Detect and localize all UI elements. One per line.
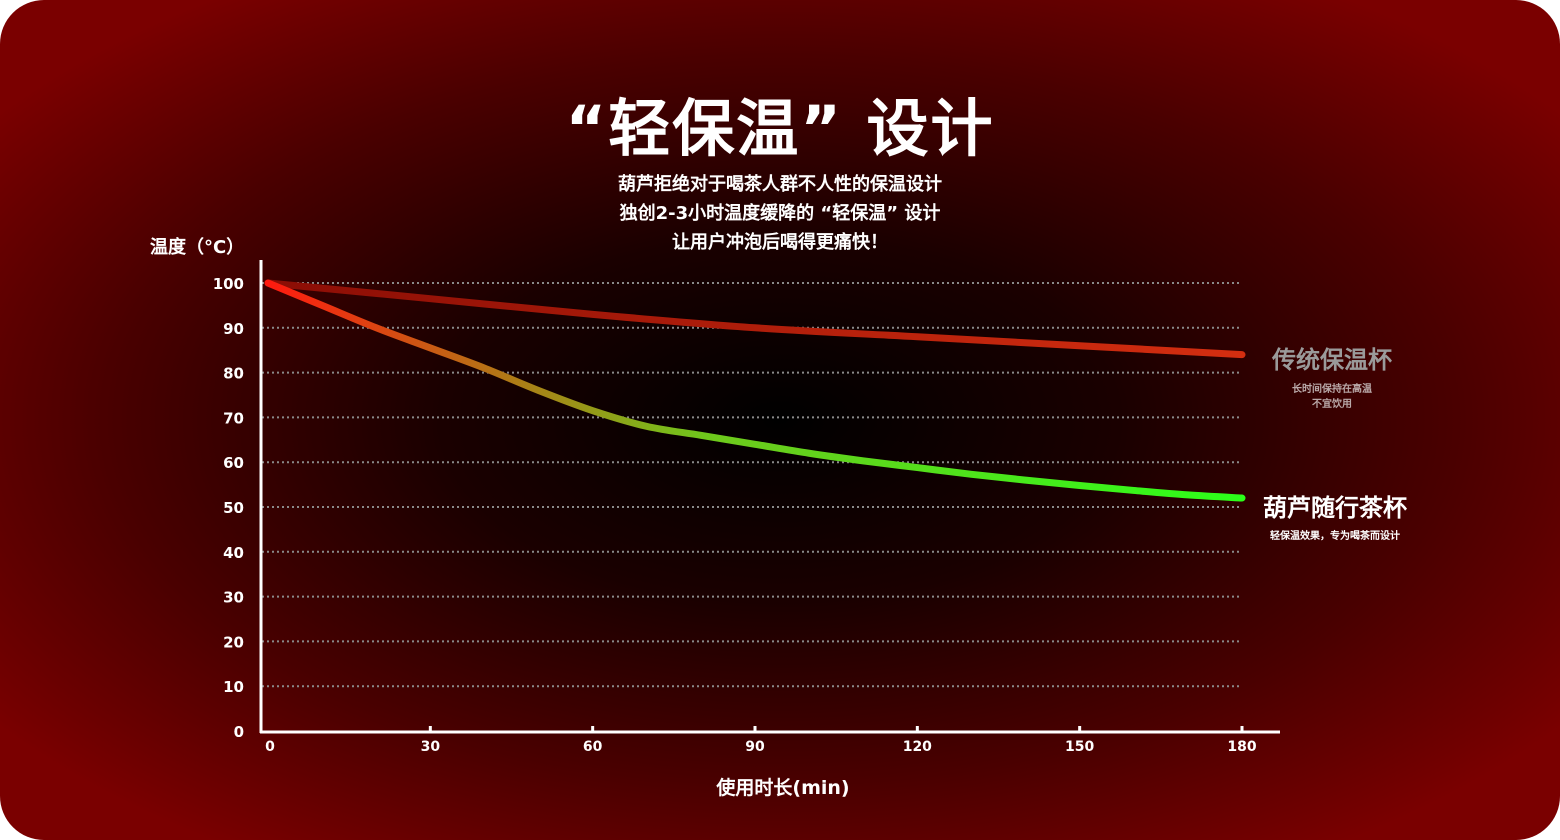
y-tick-label: 80 bbox=[223, 365, 244, 383]
x-tick-label: 180 bbox=[1227, 739, 1256, 755]
y-tick-label: 60 bbox=[223, 454, 244, 472]
y-tick-label: 40 bbox=[223, 544, 244, 562]
y-tick-label: 20 bbox=[223, 633, 244, 651]
y-tick-label: 100 bbox=[213, 275, 244, 293]
series-line-traditional bbox=[264, 279, 1246, 359]
y-tick-label: 70 bbox=[223, 409, 244, 427]
legend-gourd-desc-1: 轻保温效果，专为喝茶而设计 bbox=[1270, 531, 1400, 542]
subtitle-line-2: 独创2-3小时温度缓降的 “轻保温” 设计 bbox=[619, 203, 941, 224]
legend-gourd-name: 葫芦随行茶杯 bbox=[1263, 494, 1407, 522]
x-tick-label: 90 bbox=[745, 739, 765, 755]
legend-traditional-name: 传统保温杯 bbox=[1272, 346, 1392, 374]
y-tick-label: 50 bbox=[223, 499, 244, 517]
legend-traditional-desc-1: 长时间保持在高温 bbox=[1292, 384, 1372, 395]
x-axis-title: 使用时长(min) bbox=[715, 777, 849, 799]
subtitle-line-1: 葫芦拒绝对于喝茶人群不人性的保温设计 bbox=[618, 174, 942, 195]
x-tick-label: 0 bbox=[265, 739, 275, 755]
y-tick-label: 90 bbox=[223, 320, 244, 338]
x-tick-label: 60 bbox=[583, 739, 603, 755]
x-tick-label: 120 bbox=[903, 739, 932, 755]
x-tick-label: 30 bbox=[421, 739, 441, 755]
subtitle-line-3: 让用户冲泡后喝得更痛快！ bbox=[672, 232, 888, 253]
y-axis-title: 温度（°C） bbox=[150, 236, 244, 258]
series-line-gourd bbox=[264, 279, 1246, 502]
page-title: “轻保温” 设计 bbox=[565, 92, 995, 165]
y-tick-label: 0 bbox=[234, 723, 244, 741]
y-tick-label: 10 bbox=[223, 678, 244, 696]
series-layer bbox=[264, 279, 1246, 502]
label-layer: 0 10 20 30 40 50 60 70 80 90 100 0 30 60 90 120 150 180 温度… bbox=[150, 236, 1257, 799]
axis-layer bbox=[259, 260, 1280, 734]
legend-traditional-desc-2: 不宜饮用 bbox=[1312, 399, 1352, 410]
x-tick-label: 150 bbox=[1065, 739, 1094, 755]
y-tick-label: 30 bbox=[223, 589, 244, 607]
